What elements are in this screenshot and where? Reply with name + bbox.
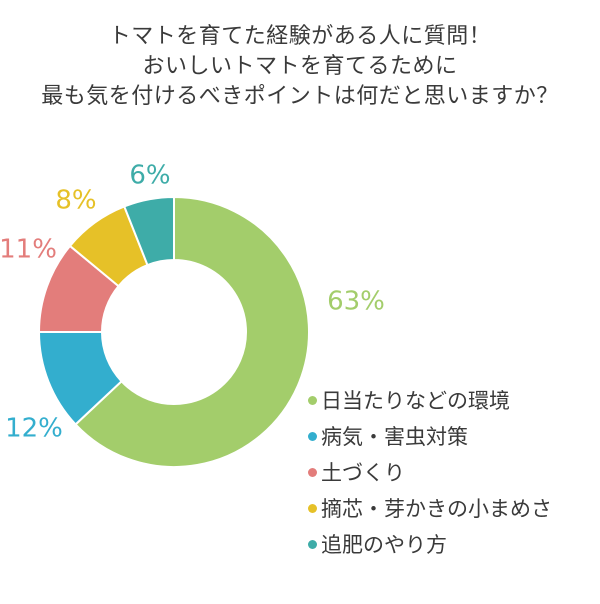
title-line-1: トマトを育てた経験がある人に質問！	[108, 24, 492, 49]
percent-label-environment: 63%	[327, 287, 385, 317]
legend: 日当たりなどの環境 病気・害虫対策 土づくり 摘芯・芽かきの小まめさ 追肥のやり…	[308, 382, 552, 562]
percent-label-pinching: 8%	[55, 186, 96, 216]
legend-marker-pest-control	[308, 431, 317, 441]
donut-slice-environment	[74, 195, 310, 468]
legend-label-pinching: 摘芯・芽かきの小まめさ	[321, 497, 552, 521]
legend-marker-environment	[308, 395, 317, 405]
percent-label-pest-control: 12%	[5, 414, 63, 444]
legend-item-fertilizer: 追肥のやり方	[308, 526, 552, 562]
legend-item-soil: 土づくり	[308, 454, 552, 490]
legend-item-pinching: 摘芯・芽かきの小まめさ	[308, 490, 552, 526]
donut-slice-fertilizer	[123, 195, 175, 267]
legend-marker-fertilizer	[308, 539, 317, 549]
legend-item-pest-control: 病気・害虫対策	[308, 418, 552, 454]
percent-label-fertilizer: 6%	[129, 161, 170, 191]
legend-label-soil: 土づくり	[321, 461, 405, 485]
chart-title: トマトを育てた経験がある人に質問！ おいしいトマトを育てるために 最も気を付ける…	[0, 22, 600, 112]
percent-label-soil: 11%	[0, 235, 57, 265]
title-line-3: 最も気を付けるべきポイントは何だと思いますか？	[41, 84, 559, 109]
legend-label-fertilizer: 追肥のやり方	[321, 533, 447, 557]
title-line-2: おいしいトマトを育てるために	[142, 54, 458, 79]
legend-label-environment: 日当たりなどの環境	[321, 389, 510, 413]
percentage-labels: 63% 12% 11% 8% 6%	[0, 161, 385, 444]
legend-marker-soil	[308, 467, 317, 477]
donut-slices	[37, 195, 310, 468]
legend-item-environment: 日当たりなどの環境	[308, 382, 552, 418]
legend-marker-pinching	[308, 503, 317, 513]
legend-label-pest-control: 病気・害虫対策	[321, 425, 468, 449]
